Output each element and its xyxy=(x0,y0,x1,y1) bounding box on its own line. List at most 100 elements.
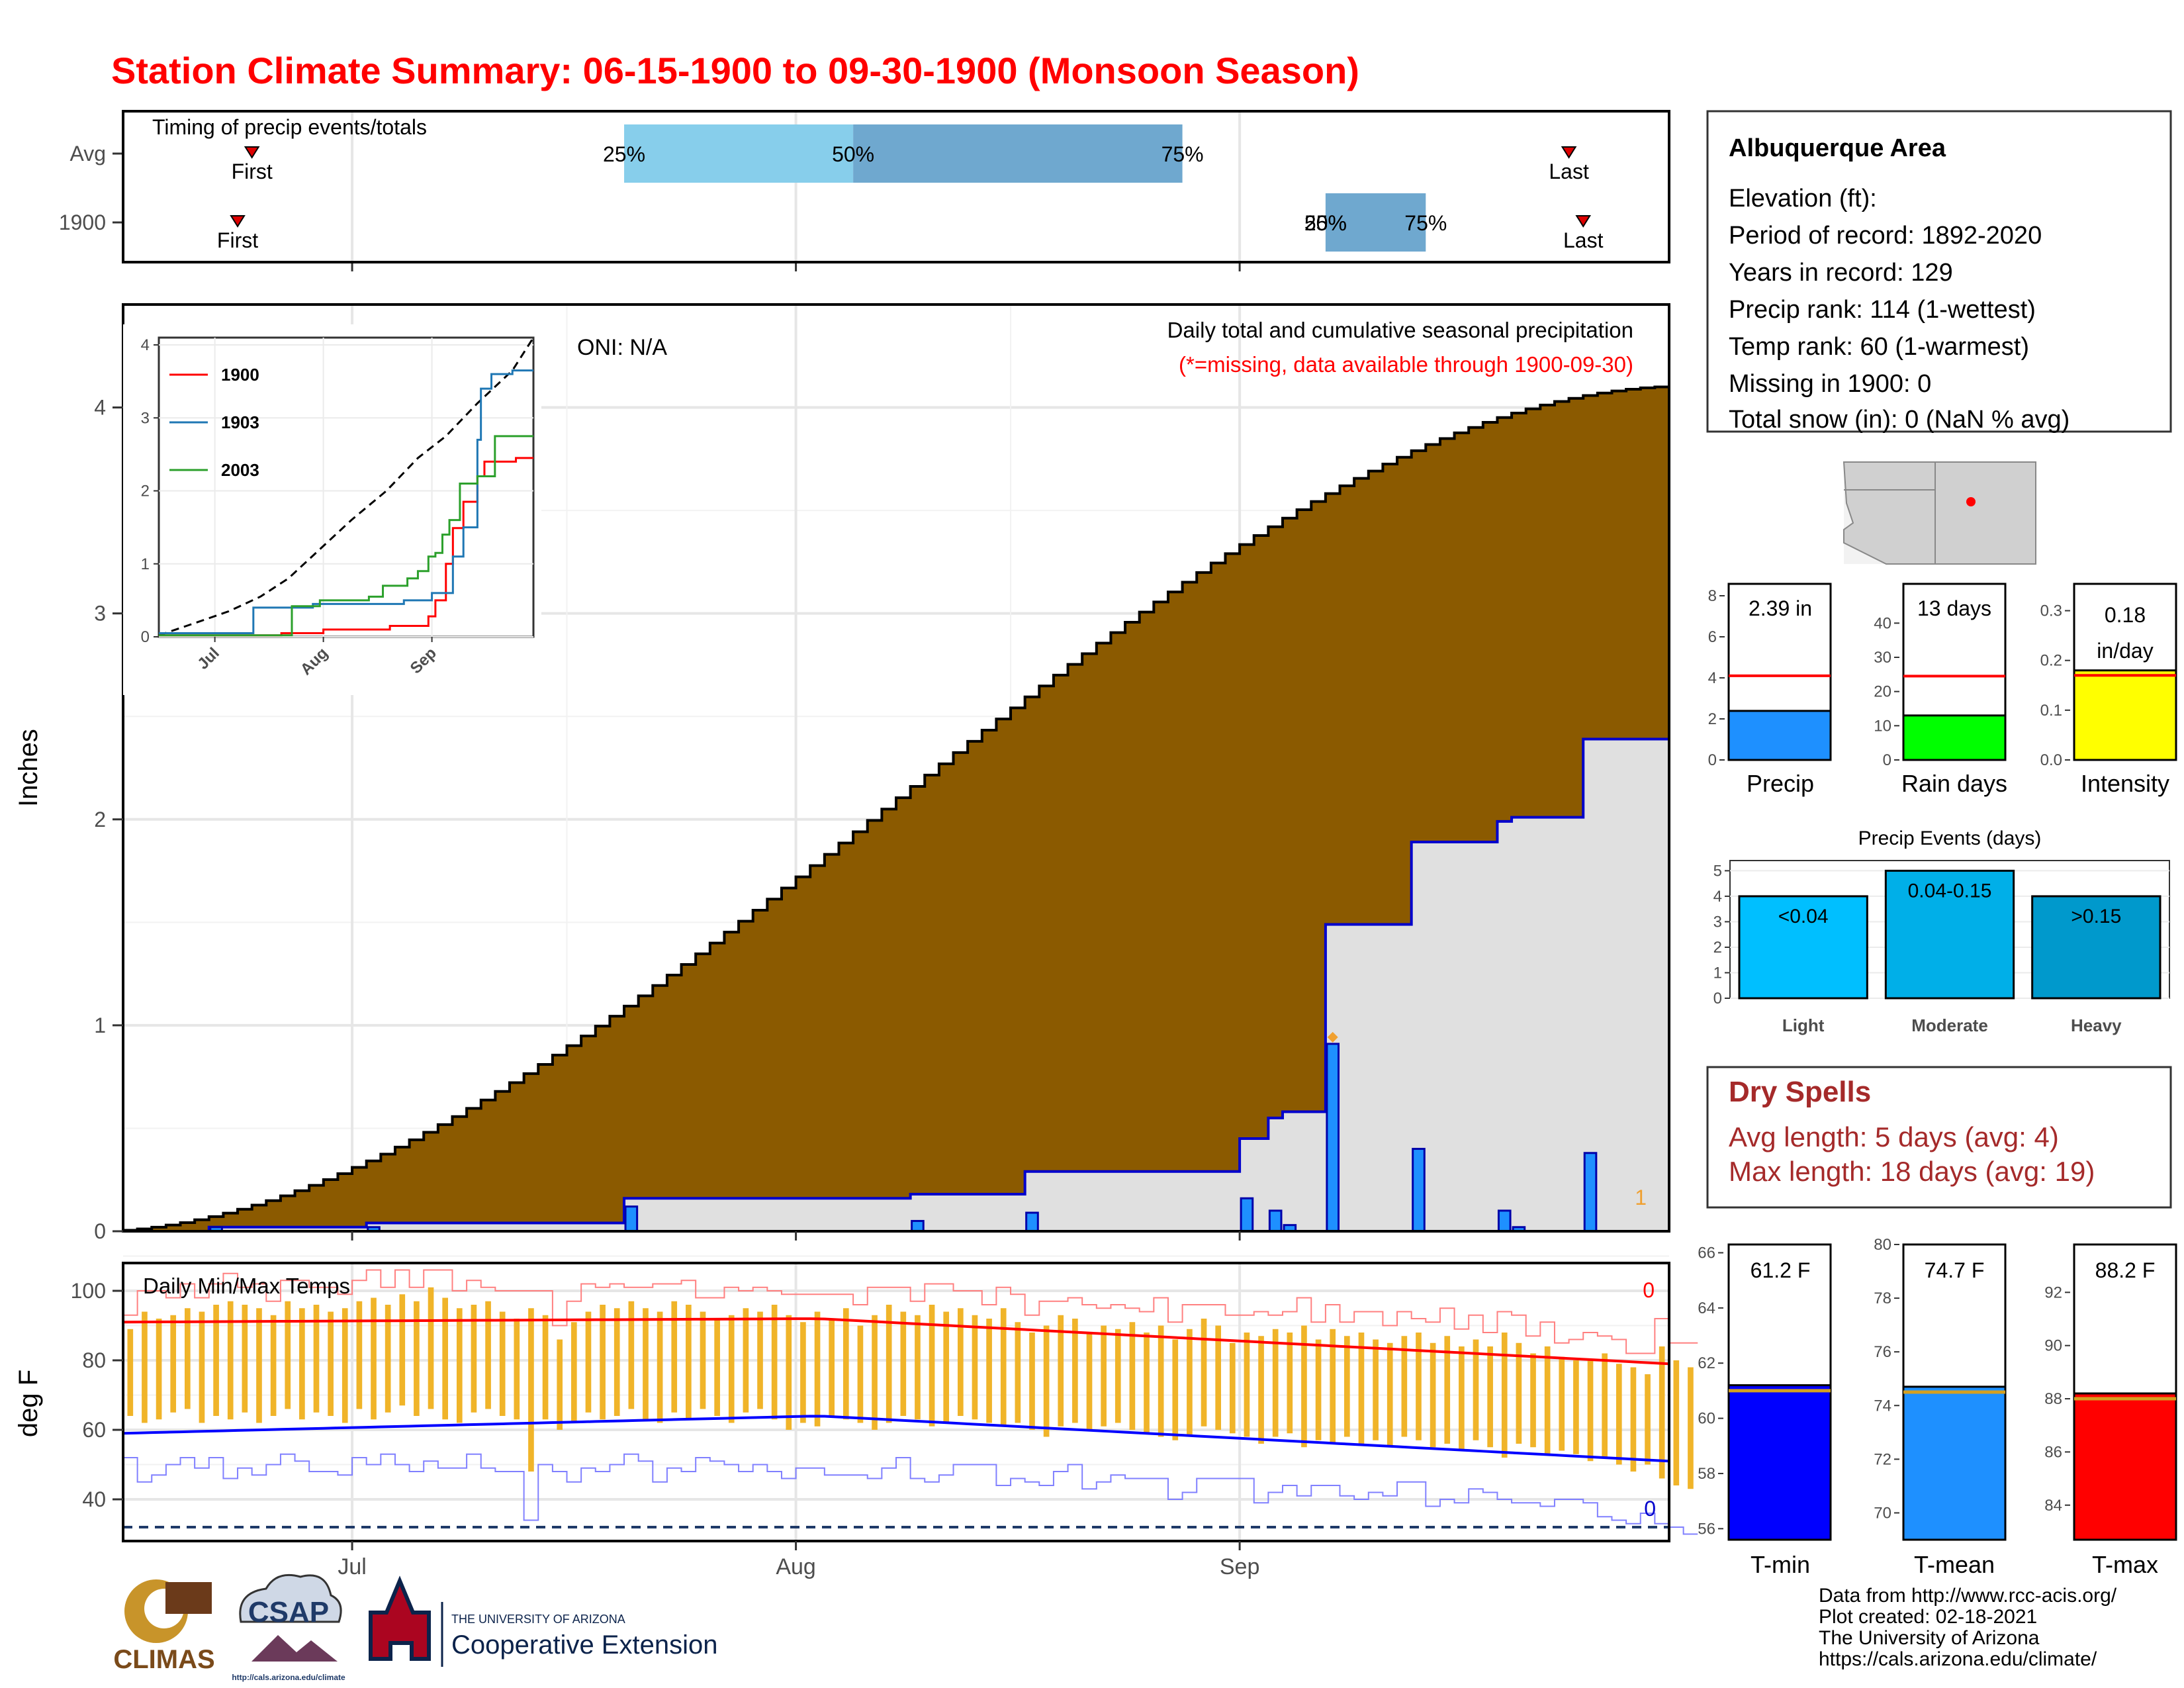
temp-range-bar-95 xyxy=(1487,1346,1493,1448)
tmax-y-tick-label-4: 92 xyxy=(2044,1284,2062,1301)
temp-range-bar-44 xyxy=(757,1311,763,1409)
precip-layers xyxy=(122,385,1669,1233)
temp-range-bar-37 xyxy=(657,1311,663,1423)
map-new-mexico xyxy=(1934,461,2036,565)
inset-y-tick-label-0: 0 xyxy=(141,628,150,646)
precip-label: Precip xyxy=(1747,770,1814,797)
temp-range-bar-80 xyxy=(1272,1329,1279,1437)
temp-range-bar-16 xyxy=(356,1301,363,1409)
temp-range-bar-90 xyxy=(1416,1333,1422,1440)
tmax-y-tick-label-3: 90 xyxy=(2044,1337,2062,1355)
timing-row-label-year: 1900 xyxy=(59,211,106,234)
temperature-summary-bars: 56 58 60 62 64 66 61.2 F T-min 70 72 74 76 78 80 74.7 … xyxy=(1698,1236,2177,1578)
tmax-label: T-max xyxy=(2092,1551,2158,1578)
temp-range-bar-56 xyxy=(929,1305,935,1427)
temp-range-bar-75 xyxy=(1201,1319,1207,1427)
temp-layers xyxy=(122,1269,1698,1535)
temp-range-bar-21 xyxy=(428,1287,434,1409)
temp-range-bar-29 xyxy=(542,1315,549,1420)
station-temp-rank: Temp rank: 60 (1-warmest) xyxy=(1729,333,2029,361)
events-range-label-2: >0.15 xyxy=(2071,906,2121,927)
temp-range-bar-14 xyxy=(328,1311,334,1416)
daily-precip-bar-12 xyxy=(1583,1152,1598,1233)
precip-events-title: Precip Events (days) xyxy=(1858,827,2042,849)
intensity-value: 0.18 xyxy=(2105,603,2146,627)
events-bar-2 xyxy=(2031,895,2161,1000)
temp-count-top: 0 xyxy=(1643,1278,1655,1302)
tmean-y-tick-label-0: 70 xyxy=(1874,1504,1891,1522)
inset-series-2003 xyxy=(159,435,533,637)
temp-range-bar-77 xyxy=(1229,1342,1236,1434)
temp-range-bar-33 xyxy=(600,1305,606,1420)
intensity-y-tick-label-3: 0.3 xyxy=(2040,602,2062,620)
temp-range-bar-43 xyxy=(743,1308,749,1413)
temp-range-bar-108 xyxy=(1673,1360,1680,1485)
temp-y-tick-label-3: 100 xyxy=(71,1279,106,1303)
map-arizona xyxy=(1843,461,1936,565)
dry-spells-border xyxy=(1706,1066,2172,1209)
precip-y-tick-label-0: 0 xyxy=(1708,751,1717,769)
temp-range-bar-17 xyxy=(371,1297,377,1420)
inset-legend-label-1900: 1900 xyxy=(221,365,259,385)
raindays-value: 13 days xyxy=(1917,596,1991,620)
temp-range-bar-79 xyxy=(1258,1336,1264,1444)
temp-range-bar-91 xyxy=(1430,1342,1436,1448)
csap-logo-cloud xyxy=(239,1573,342,1623)
dry-spells-avg: Avg length: 5 days (avg: 4) xyxy=(1729,1121,2059,1152)
temp-range-bar-2 xyxy=(156,1319,162,1420)
timing-bar-50-75-avg xyxy=(853,124,1183,183)
temp-range-bar-83 xyxy=(1315,1339,1322,1440)
temp-range-bar-52 xyxy=(872,1315,878,1430)
precip-y-tick-label-1: 1 xyxy=(94,1013,106,1037)
events-y-tick-label-5: 5 xyxy=(1713,862,1722,880)
precip-y-tick-label-2: 4 xyxy=(1708,669,1717,687)
tmean-y-tick-label-3: 76 xyxy=(1874,1343,1891,1361)
temp-range-bar-31 xyxy=(571,1322,577,1423)
first-marker-1900 xyxy=(230,215,246,228)
temp-range-bar-109 xyxy=(1688,1367,1694,1489)
temp-range-bar-9 xyxy=(256,1308,262,1423)
avg-cumulative-line xyxy=(122,385,1669,1232)
daily-precip-bar-8 xyxy=(1326,1043,1340,1233)
tmax-y-tick-label-2: 88 xyxy=(2044,1390,2062,1408)
last-label-1900: Last xyxy=(1563,228,1604,252)
temp-range-bar-36 xyxy=(643,1308,649,1420)
station-elevation: Elevation (ft): xyxy=(1729,185,1877,212)
temp-range-bar-34 xyxy=(614,1308,620,1416)
temp-range-bar-12 xyxy=(299,1308,305,1420)
chart-title: Station Climate Summary: 06-15-1900 to 0… xyxy=(111,50,1359,91)
temp-range-bar-58 xyxy=(958,1308,964,1416)
tmin-value: 61.2 F xyxy=(1751,1258,1811,1282)
first-marker-avg xyxy=(244,146,260,159)
max-precip-marker xyxy=(1327,1031,1338,1043)
temp-panel-title: Daily Min/Max Temps xyxy=(143,1274,350,1298)
temp-range-bar-19 xyxy=(399,1294,406,1406)
raindays-y-tick-label-2: 20 xyxy=(1874,683,1891,701)
temp-range-bar-66 xyxy=(1072,1319,1078,1423)
temp-range-bar-13 xyxy=(313,1305,320,1413)
temp-range-bar-102 xyxy=(1587,1360,1594,1462)
tmin-y-tick-label-5: 66 xyxy=(1698,1244,1715,1262)
summary-bar-charts: 0 2 4 6 8 Precip 2.39 in 0 10 20 30 40 Rain days 13 d… xyxy=(1708,583,2177,797)
timing-label-25-1900: 25% xyxy=(1304,211,1347,235)
intensity-label: Intensity xyxy=(2081,770,2169,797)
temp-range-bar-32 xyxy=(585,1311,592,1413)
temp-y-axis: 40 60 80 100 xyxy=(71,1279,123,1511)
temp-range-bar-98 xyxy=(1530,1353,1536,1448)
tmean-y-tick-label-5: 80 xyxy=(1874,1236,1891,1254)
daily-precip-bar-4 xyxy=(1025,1211,1039,1233)
station-snow: Total snow (in): 0 (NaN % avg) xyxy=(1729,406,2070,434)
temp-y-tick-label-1: 60 xyxy=(82,1418,106,1442)
temp-range-bar-88 xyxy=(1387,1342,1393,1448)
station-name: Albuquerque Area xyxy=(1729,134,1946,162)
timing-label-75-avg: 75% xyxy=(1161,142,1204,166)
temp-range-bar-26 xyxy=(499,1311,506,1416)
temp-range-bar-50 xyxy=(842,1308,849,1420)
station-location-marker xyxy=(1966,497,1976,506)
tmin-y-tick-label-3: 62 xyxy=(1698,1354,1715,1372)
dry-spells-max: Max length: 18 days (avg: 19) xyxy=(1729,1156,2095,1187)
ua-big-text: Cooperative Extension xyxy=(451,1630,717,1660)
temp-range-bar-8 xyxy=(242,1305,248,1413)
temp-range-bar-3 xyxy=(170,1315,177,1413)
